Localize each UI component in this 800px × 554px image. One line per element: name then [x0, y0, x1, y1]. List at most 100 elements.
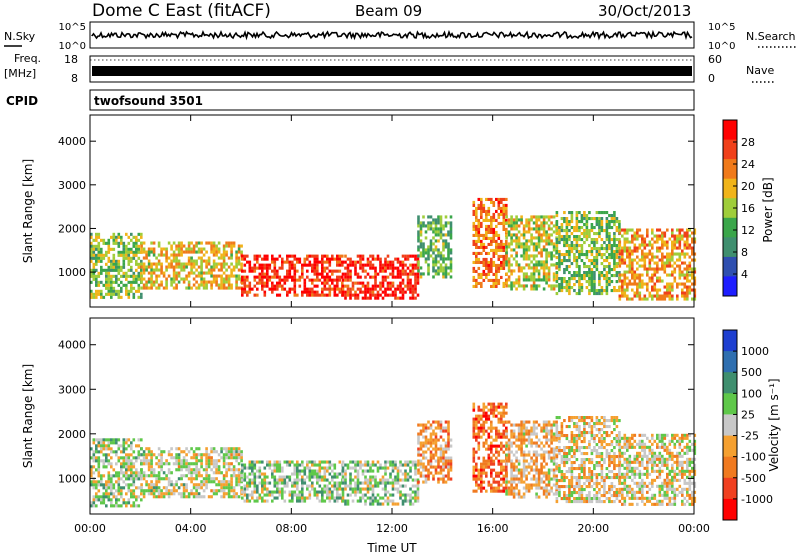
echo-cell [207, 271, 211, 275]
echo-cell [195, 241, 198, 245]
echo-cell [381, 284, 385, 288]
echo-cell [150, 465, 153, 469]
echo-cell [333, 481, 337, 485]
echo-cell [326, 460, 329, 464]
echo-cell [495, 269, 498, 273]
echo-cell [520, 426, 523, 430]
echo-cell [102, 492, 106, 496]
echo-cell [429, 423, 433, 427]
echo-cell [90, 232, 93, 236]
echo-cell [480, 480, 483, 484]
echo-cell [125, 471, 128, 475]
echo-cell [150, 486, 153, 490]
echo-cell [636, 261, 639, 265]
echo-cell [628, 264, 632, 268]
echo-cell [678, 258, 682, 262]
echo-cell [618, 289, 621, 293]
echo-cell [344, 481, 347, 485]
echo-cell [271, 269, 274, 273]
echo-cell [394, 481, 397, 485]
echo-cell [266, 481, 269, 485]
echo-cell [492, 230, 496, 234]
echo-cell [147, 492, 151, 496]
echo-cell [575, 256, 579, 260]
echo-cell [261, 263, 264, 267]
echo-cell [472, 468, 476, 472]
echo-cell [137, 244, 141, 248]
echo-cell [608, 226, 611, 230]
echo-cell [167, 450, 171, 454]
echo-cell [135, 504, 138, 508]
echo-cell [105, 286, 108, 290]
echo-cell [359, 263, 362, 267]
echo-cell [515, 474, 518, 478]
echo-cell [500, 471, 503, 475]
echo-cell [301, 469, 304, 473]
echo-cell [575, 274, 579, 278]
echo-cell [475, 438, 478, 442]
echo-cell [578, 277, 581, 281]
echo-cell [480, 429, 483, 433]
echo-cell [414, 493, 417, 497]
echo-cell [215, 283, 218, 287]
echo-cell [97, 474, 101, 478]
echo-cell [379, 496, 382, 500]
echo-cell [540, 236, 543, 240]
echo-cell [180, 483, 183, 487]
echo-cell [190, 262, 193, 266]
echo-cell [429, 432, 433, 436]
echo-cell [535, 462, 538, 466]
echo-cell [691, 231, 694, 235]
echo-cell [172, 250, 176, 254]
echo-cell [205, 453, 208, 457]
echo-cell [623, 279, 627, 283]
echo-cell [663, 294, 667, 298]
echo-cell [419, 275, 423, 279]
echo-cell [95, 447, 98, 451]
echo-cell [185, 468, 188, 472]
echo-cell [100, 271, 103, 275]
echo-cell [542, 287, 546, 291]
echo-cell [175, 286, 178, 290]
echo-cell [648, 249, 652, 253]
echo-cell [475, 245, 478, 249]
echo-cell [495, 444, 498, 448]
echo-cell [308, 472, 312, 476]
echo-cell [105, 483, 108, 487]
echo-cell [643, 282, 647, 286]
echo-cell [477, 251, 481, 255]
echo-cell [122, 265, 126, 269]
echo-cell [117, 271, 121, 275]
echo-cell [170, 265, 173, 269]
echo-cell [555, 250, 559, 254]
echo-cell [210, 286, 213, 290]
echo-cell [517, 423, 521, 427]
echo-cell [303, 496, 307, 500]
echo-cell [369, 481, 372, 485]
echo-cell [301, 290, 304, 294]
echo-cell [374, 266, 377, 270]
echo-cell [434, 465, 438, 469]
echo-cell [522, 245, 526, 249]
echo-cell [150, 247, 153, 251]
echo-cell [288, 460, 292, 464]
echo-cell [225, 453, 228, 457]
echo-cell [437, 248, 440, 252]
echo-cell [475, 218, 478, 222]
echo-cell [321, 290, 324, 294]
echo-cell [157, 453, 161, 457]
echo-cell [477, 206, 481, 210]
echo-cell [321, 293, 324, 297]
echo-cell [618, 256, 621, 260]
echo-cell [273, 257, 277, 261]
echo-cell [157, 492, 161, 496]
echo-cell [552, 230, 556, 234]
echo-cell [480, 408, 483, 412]
echo-cell [251, 481, 254, 485]
echo-cell [281, 475, 284, 479]
echo-cell [241, 490, 244, 494]
echo-cell [532, 483, 536, 487]
echo-cell [447, 447, 450, 451]
echo-cell [326, 293, 329, 297]
echo-cell [628, 267, 632, 271]
